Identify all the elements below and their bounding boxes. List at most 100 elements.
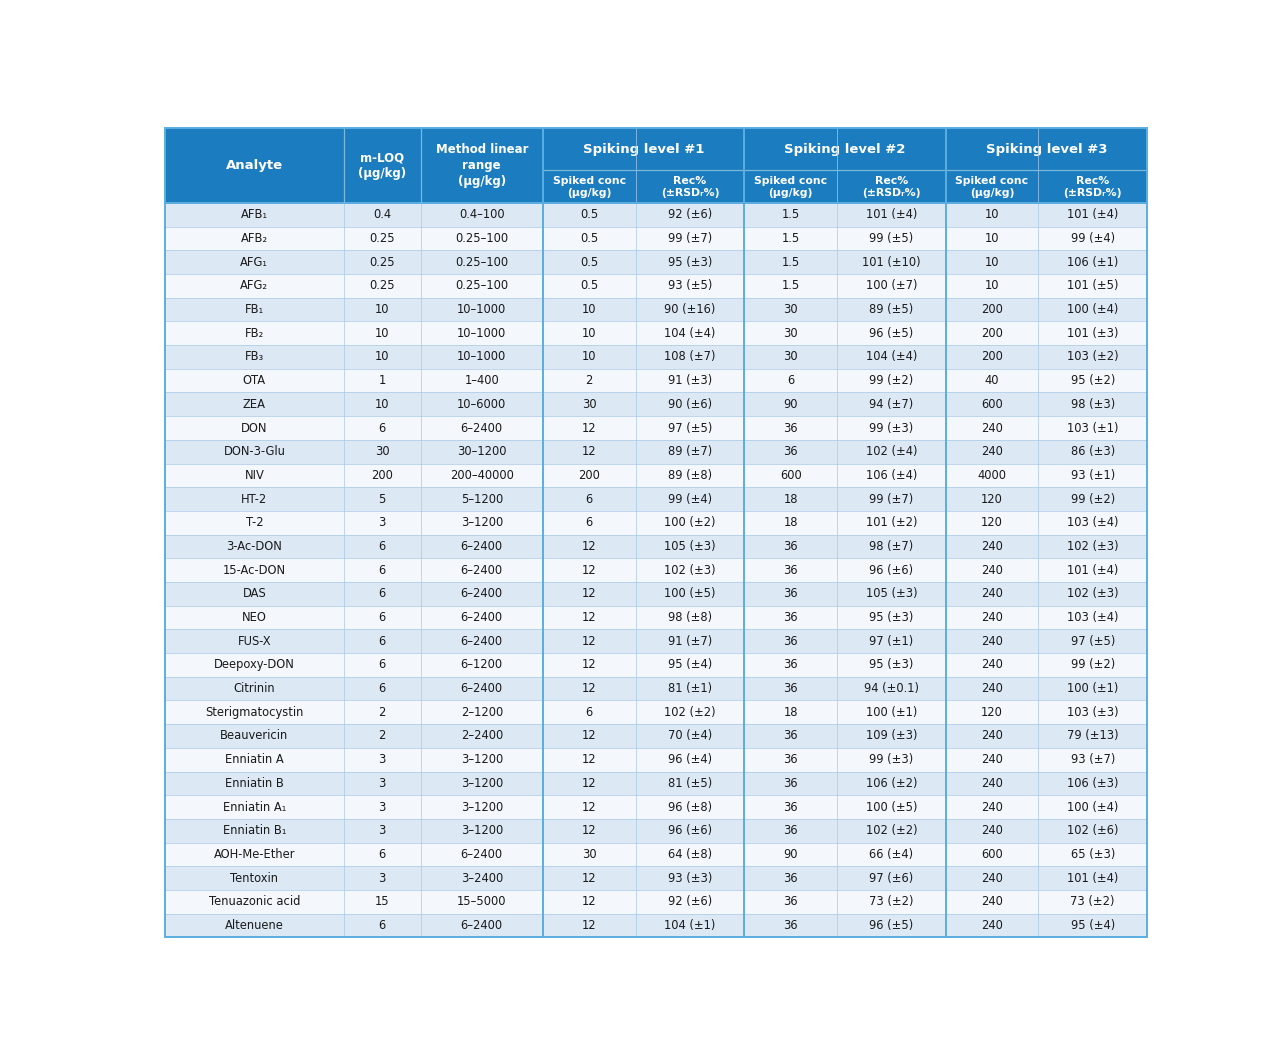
Text: 36: 36 <box>783 611 797 624</box>
Text: 6: 6 <box>379 635 385 648</box>
Text: 6–2400: 6–2400 <box>461 540 503 553</box>
Bar <box>543 819 636 843</box>
Text: 10–6000: 10–6000 <box>457 398 507 410</box>
Text: 0.25–100: 0.25–100 <box>456 280 508 292</box>
Text: 6: 6 <box>379 422 385 435</box>
Text: 6–2400: 6–2400 <box>461 683 503 695</box>
Bar <box>744 171 837 203</box>
Text: 6–2400: 6–2400 <box>461 919 503 932</box>
Text: 240: 240 <box>980 563 1004 577</box>
Bar <box>344 630 421 653</box>
Text: 6–2400: 6–2400 <box>461 563 503 577</box>
Text: Spiking level #3: Spiking level #3 <box>986 142 1107 156</box>
Text: 103 (±4): 103 (±4) <box>1068 611 1119 624</box>
Text: 101 (±2): 101 (±2) <box>865 516 916 530</box>
Bar <box>636 463 744 487</box>
Text: 12: 12 <box>582 919 596 932</box>
Bar <box>344 771 421 795</box>
Text: Enniatin B: Enniatin B <box>225 776 284 790</box>
Bar <box>543 129 744 171</box>
Bar <box>946 392 1038 416</box>
Bar <box>421 866 543 890</box>
Bar <box>165 369 344 392</box>
Bar <box>543 487 636 511</box>
Text: 36: 36 <box>783 871 797 884</box>
Text: 10: 10 <box>375 327 389 340</box>
Bar <box>837 606 946 630</box>
Bar <box>837 914 946 937</box>
Text: 10: 10 <box>375 350 389 363</box>
Text: 0.25: 0.25 <box>370 232 396 245</box>
Text: Analyte: Analyte <box>225 159 283 172</box>
Bar <box>636 203 744 227</box>
Text: 3–1200: 3–1200 <box>461 753 503 766</box>
Bar <box>946 582 1038 606</box>
Text: 36: 36 <box>783 801 797 813</box>
Text: 0.4: 0.4 <box>374 208 392 222</box>
Bar <box>946 866 1038 890</box>
Text: 240: 240 <box>980 896 1004 908</box>
Text: 240: 240 <box>980 611 1004 624</box>
Bar <box>744 748 837 771</box>
Text: 102 (±4): 102 (±4) <box>865 445 916 458</box>
Bar <box>946 416 1038 440</box>
Text: 81 (±1): 81 (±1) <box>668 683 712 695</box>
Bar <box>344 724 421 748</box>
Bar <box>744 392 837 416</box>
Text: 30–1200: 30–1200 <box>457 445 507 458</box>
Text: 6: 6 <box>379 540 385 553</box>
Text: 101 (±3): 101 (±3) <box>1068 327 1119 340</box>
Text: 106 (±1): 106 (±1) <box>1068 255 1119 269</box>
Bar <box>344 558 421 582</box>
Bar <box>837 440 946 463</box>
Bar <box>543 463 636 487</box>
Bar <box>1038 724 1147 748</box>
Bar <box>543 724 636 748</box>
Bar <box>421 322 543 345</box>
Bar <box>1038 606 1147 630</box>
Bar <box>344 866 421 890</box>
Text: 36: 36 <box>783 919 797 932</box>
Bar <box>344 345 421 369</box>
Text: 3: 3 <box>379 516 385 530</box>
Text: 240: 240 <box>980 729 1004 743</box>
Text: 240: 240 <box>980 753 1004 766</box>
Bar <box>636 511 744 535</box>
Text: Enniatin B₁: Enniatin B₁ <box>223 824 285 838</box>
Bar <box>744 250 837 274</box>
Text: 30: 30 <box>582 848 596 861</box>
Text: 2: 2 <box>379 706 385 718</box>
Bar <box>543 558 636 582</box>
Bar <box>165 582 344 606</box>
Text: 0.5: 0.5 <box>580 280 598 292</box>
Bar <box>165 203 344 227</box>
Bar <box>165 463 344 487</box>
Bar <box>636 866 744 890</box>
Text: 600: 600 <box>780 468 801 482</box>
Text: 12: 12 <box>582 635 596 648</box>
Bar <box>421 771 543 795</box>
Text: FB₂: FB₂ <box>244 327 264 340</box>
Text: 104 (±4): 104 (±4) <box>664 327 716 340</box>
Text: 96 (±4): 96 (±4) <box>668 753 712 766</box>
Text: AFG₁: AFG₁ <box>241 255 269 269</box>
Text: 95 (±2): 95 (±2) <box>1070 375 1115 387</box>
Bar <box>946 227 1038 250</box>
Bar <box>421 890 543 914</box>
Bar <box>543 914 636 937</box>
Text: 600: 600 <box>982 398 1004 410</box>
Text: 6: 6 <box>379 658 385 671</box>
Bar <box>744 866 837 890</box>
Bar <box>1038 440 1147 463</box>
Text: 10: 10 <box>582 327 596 340</box>
Text: 240: 240 <box>980 776 1004 790</box>
Bar <box>543 890 636 914</box>
Bar <box>344 606 421 630</box>
Text: 3–1200: 3–1200 <box>461 801 503 813</box>
Bar <box>946 676 1038 701</box>
Text: 200: 200 <box>980 327 1004 340</box>
Text: 6: 6 <box>379 588 385 600</box>
Text: 102 (±2): 102 (±2) <box>865 824 918 838</box>
Text: 95 (±3): 95 (±3) <box>869 611 914 624</box>
Text: 36: 36 <box>783 896 797 908</box>
